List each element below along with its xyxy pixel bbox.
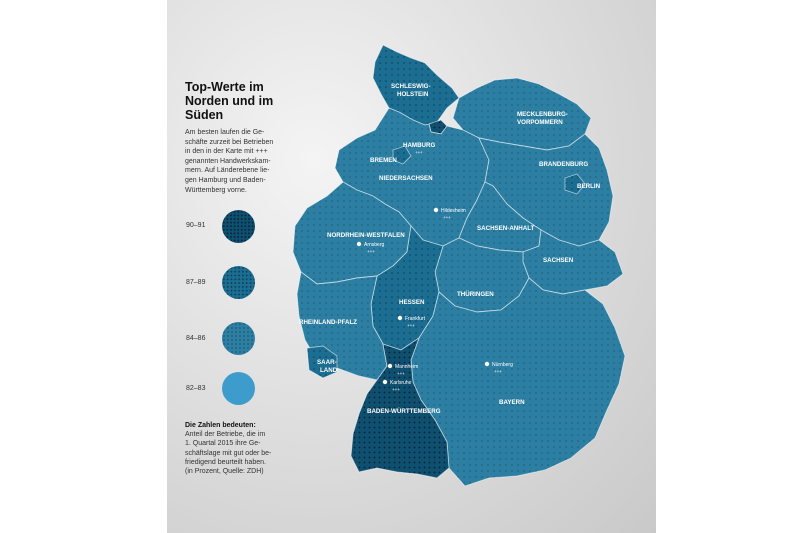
city-dot-mannheim [387,363,393,369]
legend-swatch-82-83 [222,372,255,405]
label-karlsruhe: Karlsruhe [390,380,412,386]
legend-label-82-83: 82–83 [186,385,206,392]
label-nuernberg: Nürnberg [492,362,513,368]
label-sachsen-anhalt: SACHSEN-ANHALT [477,225,535,232]
legend-swatch-84-86 [222,322,255,355]
label-schleswig-holstein-2: HOLSTEIN [397,91,429,98]
city-dot-nuernberg [484,361,490,367]
stars-arnsberg: +++ [367,249,375,254]
label-brandenburg: BRANDENBURG [539,161,588,168]
label-arnsberg: Arnsberg [364,242,385,248]
legend-label-84-86: 84–86 [186,335,206,342]
label-rheinland-pfalz: RHEINLAND-PFALZ [299,319,357,326]
map-canvas: Top-Werte im Norden und im Süden Am best… [167,0,656,533]
label-frankfurt: Frankfurt [405,316,426,322]
state-berlin [564,173,586,195]
label-mecklenburg-1: MECKLENBURG- [517,111,568,118]
state-bremen [392,145,412,165]
label-thueringen: THÜRINGEN [457,291,494,298]
legend-label-87-89: 87–89 [186,279,206,286]
footnote: Die Zahlen bedeuten: Anteil der Betriebe… [185,422,272,476]
stars-frankfurt: +++ [407,323,415,328]
legend-label-90-91: 90–91 [186,222,206,229]
stars-mannheim: +++ [397,371,405,376]
city-dot-arnsberg [356,241,362,247]
label-sachsen: SACHSEN [543,257,574,264]
label-bayern: BAYERN [499,399,525,406]
germany-map: SCHLESWIG- HOLSTEIN HAMBURG +++ MECKLENB… [292,44,626,487]
state-saarland [306,345,338,379]
label-baden-wuerttemberg: BADEN-WÜRTTEMBERG [367,408,441,415]
legend-swatch-87-89 [222,266,255,299]
label-nordrhein-westfalen: NORDRHEIN-WESTFALEN [327,232,405,239]
intro-text: Am besten laufen die Ge- schäfte zurzeit… [185,129,274,194]
label-berlin: BERLIN [577,183,601,190]
label-bremen: BREMEN [370,157,397,164]
label-saarland-1: SAAR- [317,359,337,366]
city-dot-karlsruhe [382,379,388,385]
city-dot-frankfurt [397,315,403,321]
stars-karlsruhe: +++ [392,387,400,392]
stars-nuernberg: +++ [494,369,502,374]
label-saarland-2: LAND [320,367,338,374]
stars-hildesheim: +++ [443,215,451,220]
page-title: Top-Werte im Norden und im Süden [185,80,274,122]
stars-hamburg: +++ [415,150,423,155]
label-hamburg: HAMBURG [403,142,435,149]
legend-swatch-90-91 [222,210,255,243]
state-baden-wuerttemberg [350,336,450,479]
label-niedersachsen: NIEDERSACHSEN [379,175,433,182]
label-mannheim: Mannheim [395,364,418,370]
label-hildesheim: Hildesheim [441,208,466,214]
city-dot-hildesheim [433,207,439,213]
label-mecklenburg-2: VORPOMMERN [517,119,563,126]
label-hessen: HESSEN [399,299,425,306]
label-schleswig-holstein-1: SCHLESWIG- [391,83,431,90]
